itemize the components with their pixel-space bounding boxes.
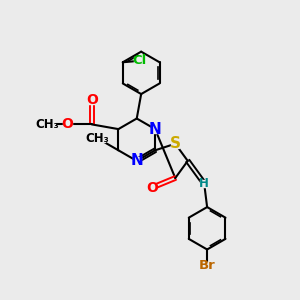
Text: O: O [86,93,98,107]
Bar [133,157,141,165]
Text: O: O [146,181,158,195]
Bar [88,97,96,104]
Text: Br: Br [199,259,215,272]
Bar [200,180,208,187]
Bar [148,184,156,191]
Text: O: O [61,117,74,131]
Bar [151,125,159,133]
Text: S: S [170,136,181,151]
Bar [39,121,55,128]
Text: Cl: Cl [133,54,147,67]
Bar [90,134,105,142]
Text: N: N [149,122,161,136]
Bar [134,57,146,64]
Text: CH₃: CH₃ [35,118,59,131]
Bar [202,262,213,269]
Bar [63,121,72,128]
Text: H: H [199,177,209,190]
Text: CH₃: CH₃ [85,132,109,145]
Bar [171,140,179,148]
Text: N: N [130,153,143,168]
